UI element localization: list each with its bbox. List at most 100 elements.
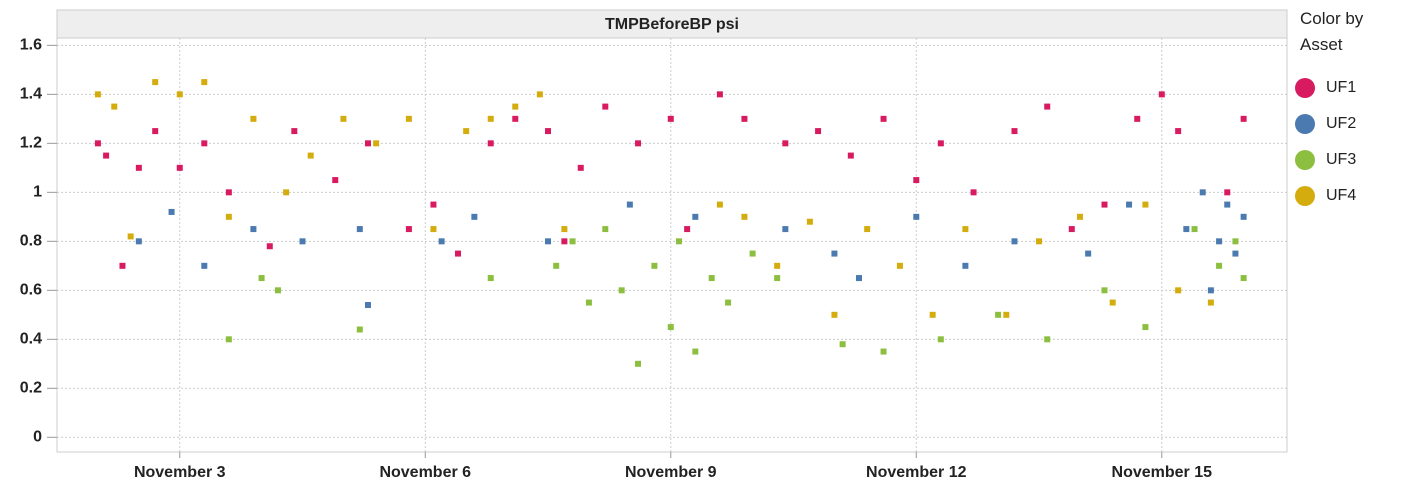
point (258, 275, 265, 282)
title-bar (56, 9, 1288, 39)
point (176, 91, 183, 98)
point (1240, 213, 1247, 220)
legend-label: UF1 (1326, 79, 1356, 96)
point (864, 226, 871, 233)
point (168, 208, 175, 215)
point (463, 128, 470, 135)
point (135, 238, 142, 245)
point (937, 140, 944, 147)
point (1142, 201, 1149, 208)
point (1011, 238, 1018, 245)
point (561, 226, 568, 233)
chart-title: TMPBeforeBP psi (605, 16, 739, 33)
point (1216, 262, 1223, 269)
point (201, 79, 208, 86)
point (1232, 250, 1239, 257)
point (1240, 115, 1247, 122)
point (299, 238, 306, 245)
point (405, 226, 412, 233)
point (585, 299, 592, 306)
point (896, 262, 903, 269)
point (430, 201, 437, 208)
point (1175, 128, 1182, 135)
point (692, 348, 699, 355)
point (1101, 287, 1108, 294)
point (291, 128, 298, 135)
point (831, 311, 838, 318)
x-tick-label: November 6 (379, 464, 471, 481)
point (94, 140, 101, 147)
point (201, 262, 208, 269)
point (103, 152, 110, 159)
point (340, 115, 347, 122)
point (602, 226, 609, 233)
point (225, 213, 232, 220)
point (1085, 250, 1092, 257)
point (553, 262, 560, 269)
point (1207, 299, 1214, 306)
point (1158, 91, 1165, 98)
point (708, 275, 715, 282)
point (1126, 201, 1133, 208)
point (356, 226, 363, 233)
point (913, 177, 920, 184)
point (970, 189, 977, 196)
legend-marker (1295, 186, 1315, 206)
point (1232, 238, 1239, 245)
point (847, 152, 854, 159)
y-tick-label: 1.4 (20, 86, 42, 103)
point (782, 226, 789, 233)
point (127, 233, 134, 240)
point (364, 302, 371, 309)
point (1134, 115, 1141, 122)
point (667, 115, 674, 122)
point (152, 128, 159, 135)
point (152, 79, 159, 86)
point (929, 311, 936, 318)
point (635, 140, 642, 147)
point (569, 238, 576, 245)
point (855, 275, 862, 282)
point (364, 140, 371, 147)
legend-title: Color by Asset (1300, 9, 1364, 54)
point (1109, 299, 1116, 306)
point (1003, 311, 1010, 318)
point (545, 238, 552, 245)
point (716, 91, 723, 98)
point (438, 238, 445, 245)
point (250, 226, 257, 233)
x-tick-label: November 9 (625, 464, 717, 481)
point (1101, 201, 1108, 208)
point (307, 152, 314, 159)
point (774, 262, 781, 269)
point (201, 140, 208, 147)
legend-label: UF3 (1326, 151, 1356, 168)
point (1142, 324, 1149, 331)
point (1199, 189, 1206, 196)
y-tick-label: 0 (33, 429, 42, 446)
point (274, 287, 281, 294)
point (1224, 201, 1231, 208)
x-tick-label: November 3 (134, 464, 226, 481)
point (454, 250, 461, 257)
point (741, 115, 748, 122)
y-tick-label: 1.6 (20, 37, 42, 54)
point (1044, 103, 1051, 110)
point (1036, 238, 1043, 245)
point (94, 91, 101, 98)
point (913, 213, 920, 220)
point (487, 115, 494, 122)
plot-frame (56, 9, 1288, 453)
point (667, 324, 674, 331)
point (561, 238, 568, 245)
x-tick-label: November 15 (1112, 464, 1213, 481)
point (405, 115, 412, 122)
legend-label: UF4 (1326, 187, 1356, 204)
point (635, 360, 642, 367)
point (684, 226, 691, 233)
point (512, 103, 519, 110)
point (1011, 128, 1018, 135)
point (692, 213, 699, 220)
